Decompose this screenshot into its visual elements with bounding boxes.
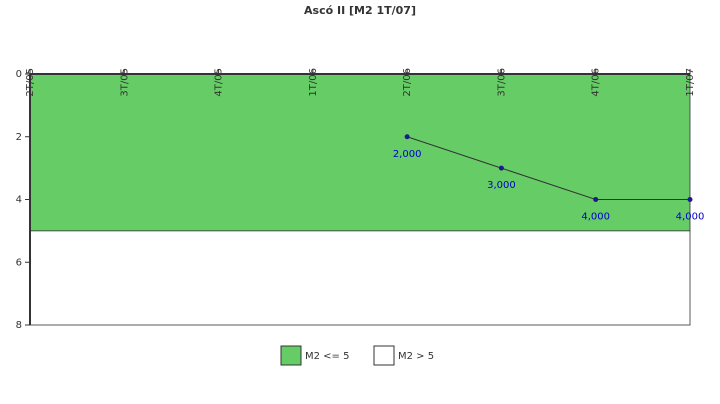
y-tick-label: 4 [16, 195, 22, 206]
band [29, 230, 691, 326]
x-tick-label: 4T/05 [214, 68, 225, 97]
y-tick-label: 0 [16, 69, 22, 80]
x-tick-label: 3T/06 [496, 68, 507, 97]
value-label: 4,000 [581, 212, 610, 223]
x-tick-label: 3T/05 [119, 68, 130, 97]
y-tick-label: 8 [16, 320, 22, 331]
y-tick-label: 2 [16, 132, 22, 143]
marker [687, 197, 693, 202]
legend-swatch [373, 345, 395, 366]
chart-title: Ascó II [M2 1T/07] [304, 4, 416, 17]
x-tick-label: 2T/06 [402, 68, 413, 97]
x-tick-label: 1T/06 [308, 68, 319, 97]
x-tick-label: 4T/06 [591, 68, 602, 97]
y-tick-label: 6 [16, 257, 22, 268]
marker [593, 197, 599, 202]
legend-swatch [280, 345, 302, 366]
line [406, 136, 690, 200]
legend-label: M2 <= 5 [305, 351, 349, 362]
legend-label: M2 > 5 [398, 351, 434, 362]
value-label: 4,000 [676, 212, 705, 223]
x-tick-label: 1T/07 [685, 68, 696, 97]
value-label: 3,000 [487, 180, 516, 191]
marker [498, 165, 504, 171]
value-label: 2,000 [393, 149, 422, 160]
marker [404, 134, 410, 140]
band [29, 73, 691, 232]
